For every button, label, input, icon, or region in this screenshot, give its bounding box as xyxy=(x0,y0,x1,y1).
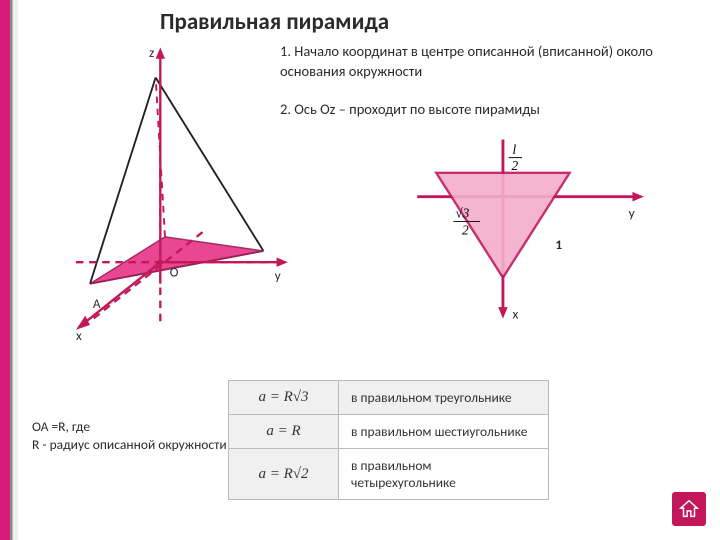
triangle-top-view-figure: y x 1 l 2 √3 2 xyxy=(392,130,652,330)
formula-cell: a = R xyxy=(229,415,339,449)
shape-cell: в правильном треугольнике xyxy=(339,381,549,415)
x-label: x xyxy=(76,328,82,340)
pyramid-3d-figure: z y x О А xyxy=(30,40,300,340)
svg-text:√3: √3 xyxy=(455,206,469,221)
left-accent-bar xyxy=(0,0,18,540)
z-axis-arrow xyxy=(156,48,165,59)
fraction-l-over-2: l 2 xyxy=(509,142,522,173)
formulas-table: a = R√3 в правильном треугольнике a = R … xyxy=(228,380,549,500)
one-label: 1 xyxy=(555,236,562,253)
z-label: z xyxy=(149,45,154,61)
shape-cell: в правильном четырехугольнике xyxy=(339,449,549,500)
svg-text:2: 2 xyxy=(512,158,519,173)
svg-text:2: 2 xyxy=(462,223,469,238)
home-button[interactable] xyxy=(672,492,706,526)
table-row: a = R√2 в правильном четырехугольнике xyxy=(229,449,549,500)
table-row: a = R в правильном шестиугольнике xyxy=(229,415,549,449)
oa-line2: R - радиус описанной окружности xyxy=(32,436,227,453)
rule-1-text: 1. Начало координат в центре описанной (… xyxy=(280,42,690,81)
oa-radius-note: ОА =R, где R - радиус описанной окружнос… xyxy=(32,418,232,454)
formula-cell: a = R√2 xyxy=(229,449,339,500)
rule-2-text: 2. Ось Oz – проходит по высоте пирамиды xyxy=(280,100,690,118)
page-title: Правильная пирамида xyxy=(160,8,389,36)
y-label-2d: y xyxy=(629,205,635,222)
y-axis-arrow xyxy=(277,258,288,267)
home-icon xyxy=(678,498,700,520)
y-label: y xyxy=(275,268,281,284)
svg-text:l: l xyxy=(512,142,516,157)
origin-point xyxy=(158,259,164,265)
x-axis-2d-arrow xyxy=(498,307,508,318)
origin-label: О xyxy=(170,264,179,280)
vertex-a-label: А xyxy=(93,296,101,312)
x-label-2d: x xyxy=(512,306,518,323)
table-row: a = R√3 в правильном треугольнике xyxy=(229,381,549,415)
y-axis-2d-arrow xyxy=(632,192,643,202)
oa-line1: ОА =R, где xyxy=(32,418,90,435)
formula-cell: a = R√3 xyxy=(229,381,339,415)
triangle-shape xyxy=(436,173,569,278)
shape-cell: в правильном шестиугольнике xyxy=(339,415,549,449)
pyramid-edge-right xyxy=(156,78,264,251)
